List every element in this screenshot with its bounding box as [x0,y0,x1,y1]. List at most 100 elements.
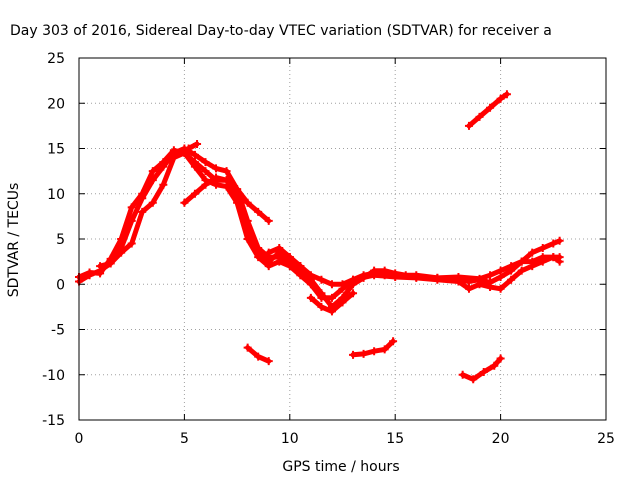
data-point [327,280,336,289]
data-point [117,248,126,257]
data-point [169,146,178,155]
data-point [317,275,326,284]
data-point [264,216,273,225]
data-point [169,153,178,162]
data-point [285,253,294,262]
data-point [275,257,284,266]
data-point [127,203,136,212]
data-point [528,248,537,257]
y-axis-label: SDTVAR / TECUs [6,183,22,298]
x-tick-label: 20 [492,431,510,447]
data-point [370,347,379,356]
data-point [233,198,242,207]
data-point [538,257,547,266]
data-point [254,207,263,216]
data-point [490,361,499,370]
data-trace [97,150,563,301]
data-trace [266,245,303,269]
plot-frame [78,57,607,421]
data-point [496,354,505,363]
data-point [285,262,294,271]
data-point [317,293,326,302]
data-point [176,149,185,158]
data-point [190,189,199,198]
data-point [193,139,202,148]
data-point [96,269,105,278]
data-point [380,345,389,354]
data-point [201,167,210,176]
data-point [254,352,263,361]
data-point [317,302,326,311]
data-point [391,273,400,282]
x-ticks: 0 5 10 15 20 25 [75,58,615,447]
data-point [264,262,273,271]
data-point [201,158,210,167]
data-point [117,235,126,243]
x-axis-label: GPS time / hours [282,459,399,475]
y-tick-label: 5 [56,232,65,248]
data-point [296,271,305,280]
data-point [138,189,147,198]
data-point [517,266,526,275]
data-point [496,284,505,293]
data-point [306,293,315,302]
data-point [327,293,336,302]
data-point [502,90,511,99]
data-point [138,207,147,216]
data-point [464,121,473,130]
data-point [469,375,478,384]
data-point [96,262,105,271]
data-point [264,357,273,366]
y-tick-label: 10 [47,187,65,203]
data-point [555,253,564,262]
x-tick-label: 25 [597,431,615,447]
data-point [412,273,421,282]
data-trace [350,338,396,358]
y-tick-label: -15 [42,413,65,429]
y-tick-label: 20 [47,96,65,112]
data-point [349,275,358,284]
data-point [201,180,210,189]
data-layer [75,90,564,384]
data-point [475,280,484,289]
data-point [349,289,358,298]
data-point [496,266,505,275]
data-point [486,103,495,112]
data-point [243,343,252,352]
data-point [327,307,336,316]
data-point [254,253,263,262]
data-point [454,277,463,286]
data-point [549,239,558,248]
x-tick-label: 15 [386,431,404,447]
data-point [243,198,252,207]
data-point [233,185,242,194]
data-point [507,262,516,271]
y-tick-label: 15 [47,142,65,158]
data-point [479,368,488,377]
data-point [464,284,473,293]
data-point [370,271,379,280]
y-tick-label: -5 [51,323,65,339]
data-point [496,94,505,103]
data-point [180,198,189,207]
data-point [159,158,168,167]
data-point [349,350,358,359]
data-point [127,239,136,248]
data-point [475,112,484,121]
x-tick-label: 5 [180,431,189,447]
data-point [338,284,347,293]
y-ticks: -15 -10 -5 0 5 10 15 20 25 [42,51,606,429]
data-point [212,173,221,182]
x-tick-label: 10 [281,431,299,447]
data-point [538,244,547,253]
data-point [212,164,221,173]
data-point [517,257,526,266]
x-tick-label: 0 [75,431,84,447]
data-point [106,259,115,268]
data-point [275,244,284,253]
data-point [306,280,315,289]
data-point [389,337,398,346]
data-point [555,236,564,245]
data-point [148,198,157,207]
